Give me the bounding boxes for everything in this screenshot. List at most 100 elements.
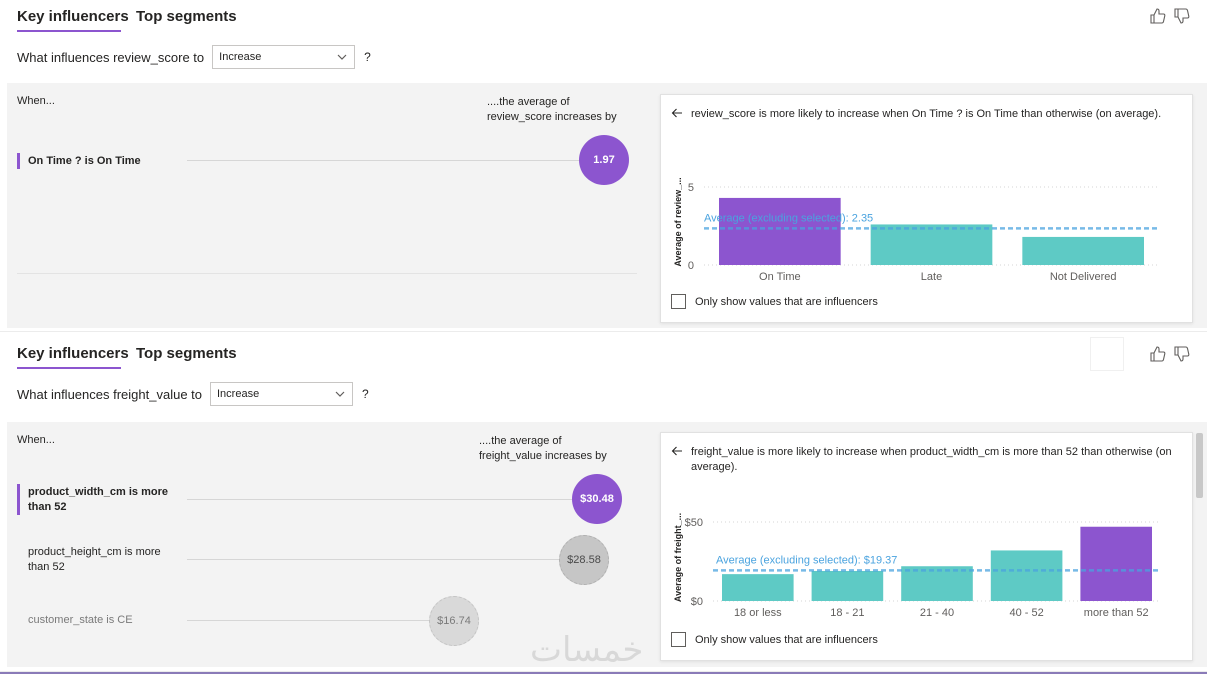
question-row: What influences freight_value to Increas… xyxy=(17,382,369,406)
influencers-only-checkbox[interactable] xyxy=(671,294,686,309)
tab-key-influencers[interactable]: Key influencers xyxy=(17,8,129,25)
influencers-only-checkbox[interactable] xyxy=(671,632,686,647)
influencer-bar-chart: 5 0 Average of review_... On Time Late Not De… xyxy=(673,177,1159,283)
influence-bubble[interactable]: $30.48 xyxy=(572,474,622,524)
connector-line xyxy=(187,620,437,621)
thumbs-down-icon[interactable] xyxy=(1173,7,1191,25)
label-line1: product_width_cm is more xyxy=(28,486,168,498)
question-row: What influences review_score to Increase… xyxy=(17,45,371,69)
influencer-label: product_width_cm is more than 52 xyxy=(28,485,168,515)
label-line1: customer_state is CE xyxy=(28,614,133,626)
influence-bubble[interactable]: 1.97 xyxy=(579,135,629,185)
checkbox-label: Only show values that are influencers xyxy=(695,295,878,308)
selected-bar xyxy=(719,197,841,265)
y-tick-label: 0 xyxy=(688,260,694,272)
thumbs-up-icon[interactable] xyxy=(1149,7,1167,25)
influencer-row[interactable]: product_height_cm is more than 52 $28.58 xyxy=(17,534,637,586)
x-tick-label: 40 - 52 xyxy=(1009,607,1043,619)
bottom-border xyxy=(0,672,1207,674)
label-line1: product_height_cm is more xyxy=(28,546,161,558)
average-increase-header: ....the average of freight_value increas… xyxy=(479,434,607,464)
influencers-list-panel: When... ....the average of review_score … xyxy=(7,83,653,328)
influencers-only-option[interactable]: Only show values that are influencers xyxy=(671,632,878,647)
influencer-label: On Time ? is On Time xyxy=(28,155,141,167)
influence-bubble[interactable]: $28.58 xyxy=(559,535,609,585)
influencer-bar-chart: $50 $0 Average of freight_... 18 or less 18 … xyxy=(673,513,1161,619)
x-tick-label: Not Delivered xyxy=(1050,271,1117,283)
bar xyxy=(990,550,1063,601)
tab-top-segments[interactable]: Top segments xyxy=(136,345,237,362)
selected-indicator xyxy=(17,153,20,169)
influencer-detail-card: freight_value is more likely to increase… xyxy=(660,432,1193,661)
average-label: Average (excluding selected): 2.35 xyxy=(704,212,873,224)
x-tick-label: On Time xyxy=(759,271,801,283)
question-text: What influences freight_value to xyxy=(17,386,202,402)
detail-title: review_score is more likely to increase … xyxy=(691,108,1162,120)
thumbs-up-icon[interactable] xyxy=(1149,345,1167,363)
back-arrow-icon[interactable] xyxy=(671,107,683,119)
direction-dropdown[interactable]: Increase xyxy=(212,45,356,69)
when-header: When... xyxy=(17,434,55,446)
selected-bar xyxy=(1080,526,1152,601)
influencers-only-option[interactable]: Only show values that are influencers xyxy=(671,294,878,309)
bar xyxy=(722,574,794,601)
divider xyxy=(17,273,637,274)
label-line2: than 52 xyxy=(28,501,67,513)
filter-button[interactable] xyxy=(1090,337,1124,371)
y-tick-label: $0 xyxy=(691,596,703,608)
bar xyxy=(870,224,993,265)
checkbox-label: Only show values that are influencers xyxy=(695,633,878,646)
when-header: When... xyxy=(17,95,55,107)
average-header-line1: ....the average of xyxy=(479,435,562,447)
back-arrow-icon[interactable] xyxy=(671,445,683,457)
key-influencers-visual-2: Key influencers Top segments What influe… xyxy=(0,337,1207,672)
question-mark: ? xyxy=(362,387,369,401)
dropdown-value: Increase xyxy=(219,51,262,63)
connector-line xyxy=(187,499,587,500)
influencer-label: customer_state is CE xyxy=(28,613,133,628)
average-header-line2: review_score increases by xyxy=(487,111,617,123)
influencer-row[interactable]: On Time ? is On Time 1.97 xyxy=(17,135,637,187)
x-tick-label: 21 - 40 xyxy=(920,607,954,619)
average-label: Average (excluding selected): $19.37 xyxy=(716,554,897,566)
influence-bubble[interactable]: $16.74 xyxy=(429,596,479,646)
tab-top-segments[interactable]: Top segments xyxy=(136,8,237,25)
detail-title: freight_value is more likely to increase… xyxy=(691,446,1172,473)
feedback-buttons xyxy=(1149,7,1191,25)
average-header-line1: ....the average of xyxy=(487,96,570,108)
label-line2: than 52 xyxy=(28,561,65,573)
question-text: What influences review_score to xyxy=(17,49,205,65)
chevron-down-icon xyxy=(337,54,347,60)
influencer-row[interactable]: customer_state is CE $16.74 xyxy=(17,595,637,647)
average-increase-header: ....the average of review_score increase… xyxy=(487,95,617,125)
key-influencers-visual-1: Key influencers Top segments What influe… xyxy=(0,0,1207,332)
active-tab-indicator xyxy=(17,30,121,32)
y-tick-label: 5 xyxy=(688,182,694,194)
average-header-line2: freight_value increases by xyxy=(479,450,607,462)
x-tick-label: more than 52 xyxy=(1084,607,1149,619)
active-tab-indicator xyxy=(17,367,121,369)
bar xyxy=(1022,236,1144,265)
vertical-scrollbar[interactable] xyxy=(1196,433,1203,498)
chevron-down-icon xyxy=(335,391,345,397)
bar xyxy=(901,566,973,601)
connector-line xyxy=(187,559,567,560)
question-mark: ? xyxy=(364,50,371,64)
thumbs-down-icon[interactable] xyxy=(1173,345,1191,363)
direction-dropdown[interactable]: Increase xyxy=(210,382,353,406)
watermark-logo: خمسات xyxy=(530,630,644,670)
influencer-row[interactable]: product_width_cm is more than 52 $30.48 xyxy=(17,474,637,526)
y-tick-label: $50 xyxy=(685,517,703,529)
dropdown-value: Increase xyxy=(217,388,260,400)
y-axis-title: Average of freight_... xyxy=(673,513,683,602)
influencer-label: product_height_cm is more than 52 xyxy=(28,545,161,575)
influencers-list-panel: When... ....the average of freight_value… xyxy=(7,422,653,667)
influencer-detail-card: review_score is more likely to increase … xyxy=(660,94,1193,323)
x-tick-label: 18 or less xyxy=(734,607,782,619)
selected-indicator xyxy=(17,484,20,515)
x-tick-label: 18 - 21 xyxy=(830,607,864,619)
connector-line xyxy=(187,160,587,161)
feedback-buttons xyxy=(1149,345,1191,363)
tab-key-influencers[interactable]: Key influencers xyxy=(17,345,129,362)
y-axis-title: Average of review_... xyxy=(673,177,683,266)
